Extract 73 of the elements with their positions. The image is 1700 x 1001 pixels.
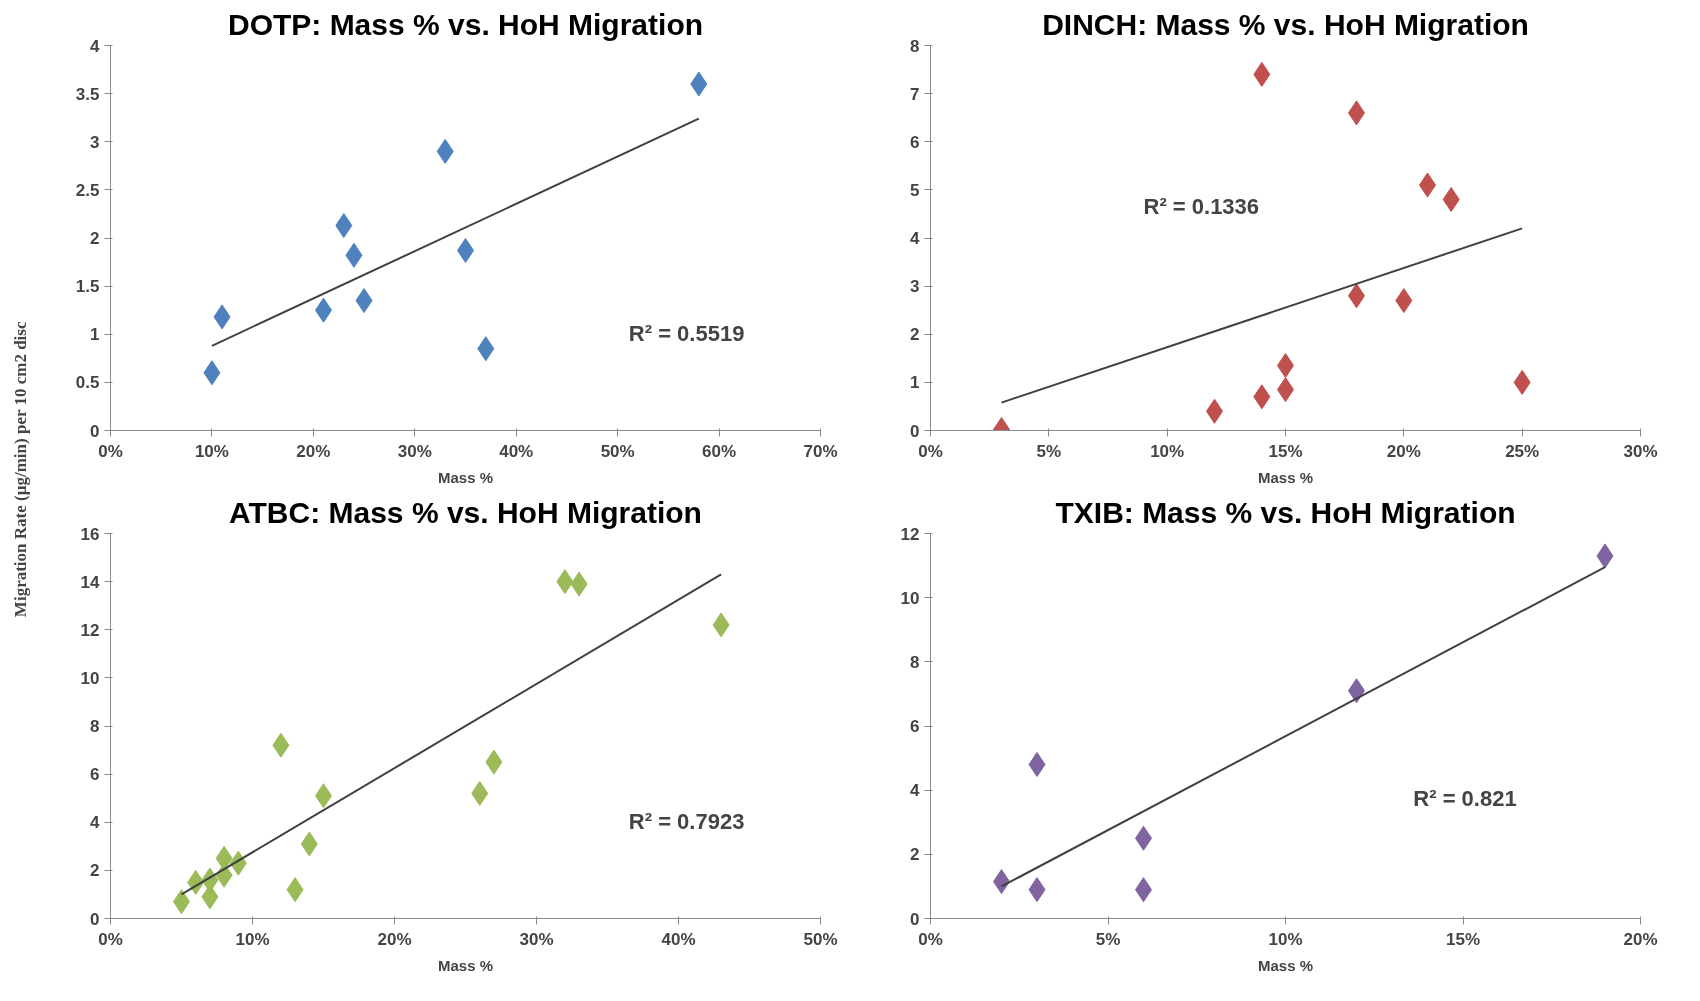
y-tick-label: 0 (910, 909, 920, 929)
x-tick-label: 70% (803, 441, 838, 461)
y-tick-label: 12 (80, 620, 100, 640)
y-tick-label: 12 (900, 524, 920, 544)
y-tick-label: 2 (90, 861, 100, 881)
x-tick-label: 0% (98, 441, 123, 461)
x-tick-label: 40% (499, 441, 534, 461)
y-tick-label: 6 (90, 765, 100, 785)
x-tick-label: 20% (296, 441, 331, 461)
y-tick-label: 4 (910, 781, 921, 801)
y-tick-label: 0 (910, 421, 920, 441)
x-axis-title: Mass % (1257, 468, 1314, 486)
y-tick-label: 10 (80, 668, 100, 688)
y-tick-label: 3.5 (75, 84, 100, 104)
y-tick-label: 0 (90, 421, 100, 441)
x-tick-label: 25% (1505, 441, 1540, 461)
y-tick-label: 1.5 (75, 277, 100, 297)
y-tick-label: 14 (80, 572, 101, 592)
x-tick-label: 0% (98, 929, 123, 949)
y-tick-label: 8 (910, 652, 920, 672)
x-tick-label: 30% (519, 929, 554, 949)
y-tick-label: 2 (910, 845, 920, 865)
x-tick-label: 5% (1095, 929, 1121, 949)
x-tick-label: 20% (377, 929, 412, 949)
x-tick-label: 60% (702, 441, 737, 461)
x-tick-label: 30% (1623, 441, 1658, 461)
y-tick-label: 1 (90, 325, 100, 345)
y-tick-label: 6 (910, 132, 920, 152)
x-tick-label: 40% (661, 929, 696, 949)
x-tick-label: 5% (1036, 441, 1062, 461)
x-tick-label: 15% (1445, 929, 1481, 949)
x-tick-label: 30% (397, 441, 432, 461)
y-tick-label: 0.5 (75, 373, 100, 393)
x-axis-title: Mass % (437, 468, 494, 486)
y-tick-label: 8 (90, 717, 100, 736)
y-tick-label: 4 (910, 229, 921, 248)
x-tick-label: 50% (803, 929, 838, 949)
annotation: R² = 0.5519 (628, 320, 745, 346)
y-tick-label: 1 (910, 373, 920, 393)
y-tick-label: 2 (910, 325, 920, 345)
y-axis-title: Migration Rate (µg/min) per 10 cm2 disc (11, 321, 30, 618)
x-axis-title: Mass % (437, 956, 494, 974)
y-tick-label: 3 (910, 277, 920, 297)
y-tick-label: 10 (900, 588, 920, 608)
y-tick-label: 16 (80, 524, 100, 544)
annotation: R² = 0.1336 (1143, 193, 1260, 219)
x-tick-label: 10% (235, 929, 270, 949)
y-tick-label: 2.5 (75, 180, 100, 200)
y-tick-label: 8 (910, 36, 920, 56)
y-tick-label: 6 (910, 717, 920, 736)
chart-title: DINCH: Mass % vs. HoH Migration (1042, 7, 1529, 41)
x-tick-label: 20% (1386, 441, 1421, 461)
y-tick-label: 7 (910, 84, 920, 104)
x-tick-label: 0% (918, 929, 943, 949)
x-tick-label: 15% (1268, 441, 1303, 461)
y-tick-label: 4 (90, 813, 101, 833)
x-tick-label: 50% (600, 441, 635, 461)
chart-title: DOTP: Mass % vs. HoH Migration (227, 7, 704, 41)
y-tick-label: 4 (90, 36, 101, 56)
chart-title: TXIB: Mass % vs. HoH Migration (1055, 495, 1516, 529)
y-tick-label: 5 (910, 180, 920, 200)
annotation: R² = 0.821 (1413, 785, 1517, 811)
x-tick-label: 10% (194, 441, 229, 461)
x-tick-label: 0% (918, 441, 943, 461)
x-axis-title: Mass % (1257, 956, 1314, 974)
chart-title: ATBC: Mass % vs. HoH Migration (229, 495, 702, 529)
y-tick-label: 0 (90, 909, 100, 929)
y-tick-label: 3 (90, 132, 100, 152)
y-tick-label: 2 (90, 229, 100, 248)
x-tick-label: 20% (1623, 929, 1658, 949)
x-tick-label: 10% (1150, 441, 1185, 461)
annotation: R² = 0.7923 (628, 808, 745, 834)
x-tick-label: 10% (1268, 929, 1303, 949)
